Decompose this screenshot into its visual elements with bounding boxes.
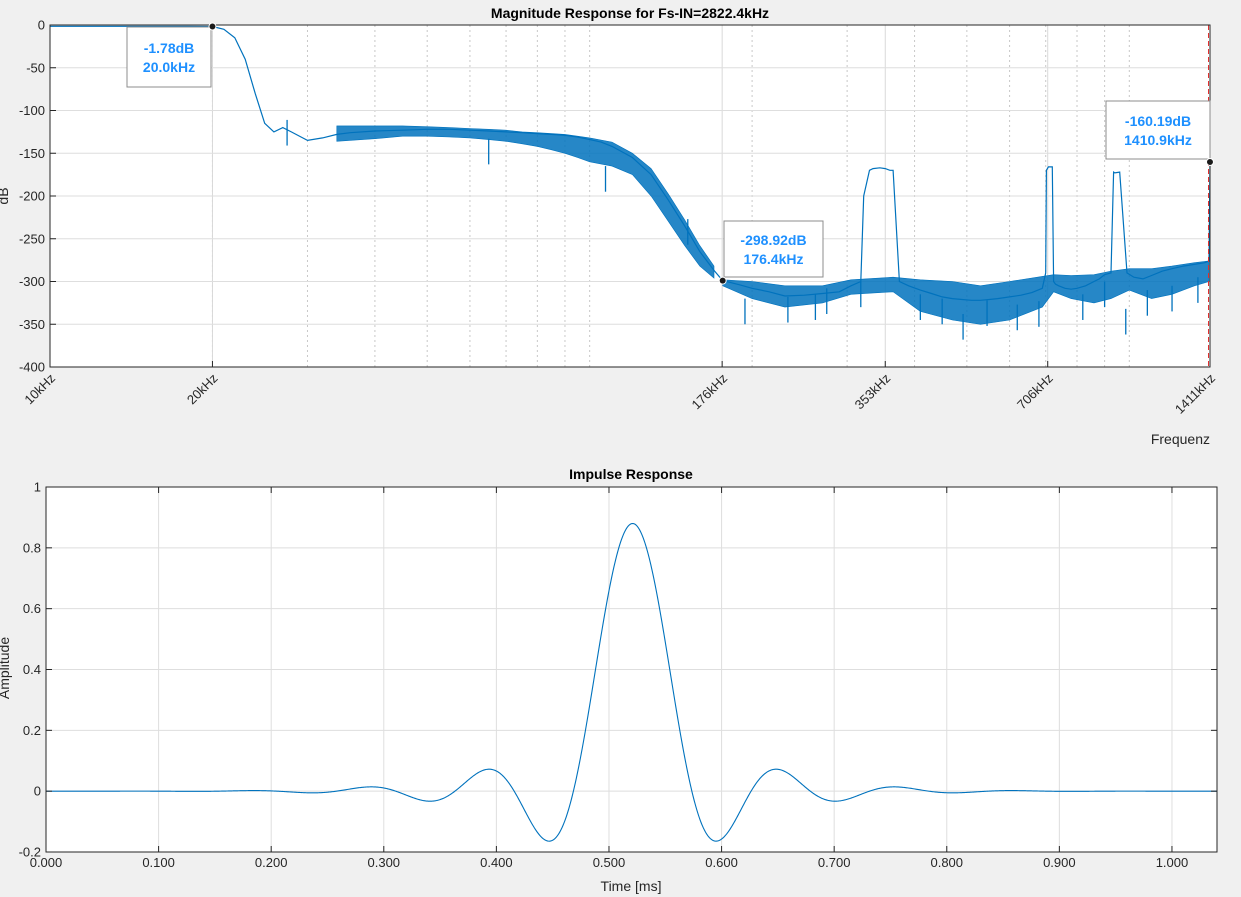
datatip[interactable]: -160.19dB 1410.9kHz bbox=[1105, 100, 1214, 166]
y-tick-label: -0.2 bbox=[19, 845, 41, 860]
magnitude-x-ticks: 10kHz 20kHz 176kHz 353kHz 706kHz 1411kHz bbox=[21, 361, 1218, 417]
impulse-axes[interactable]: 10.80.60.40.20-0.2 0.000 0.100 0.200 0.300 0… bbox=[0, 466, 1218, 894]
x-tick-label: 0.000 bbox=[30, 855, 63, 870]
magnitude-series-line bbox=[50, 25, 724, 281]
datatip-db-label: -160.19dB bbox=[1125, 113, 1191, 129]
y-tick-label: -200 bbox=[19, 189, 45, 204]
y-tick-label: 1 bbox=[34, 480, 41, 495]
y-tick-label: -100 bbox=[19, 103, 45, 118]
y-tick-label: -150 bbox=[19, 146, 45, 161]
impulse-series-line bbox=[46, 522, 1217, 842]
x-tick-label: 0.900 bbox=[1043, 855, 1076, 870]
x-tick-label: 20kHz bbox=[184, 371, 221, 408]
impulse-title: Impulse Response bbox=[569, 466, 693, 482]
y-tick-label: 0.4 bbox=[23, 662, 41, 677]
magnitude-y-label: dB bbox=[0, 187, 11, 204]
y-tick-label: -50 bbox=[26, 60, 45, 75]
y-tick-label: 0.6 bbox=[23, 601, 41, 616]
y-tick-label: -300 bbox=[19, 274, 45, 289]
magnitude-y-ticks: 0 -50 -100 -150 -200 -250 -300 -350 -400 bbox=[19, 18, 56, 375]
magnitude-datatips[interactable]: -1.78dB 20.0kHz -298.92dB 176.4kHz -160.19dB… bbox=[126, 22, 1214, 285]
x-tick-label: 0.400 bbox=[480, 855, 513, 870]
datatip-freq-label: 20.0kHz bbox=[143, 59, 195, 75]
x-tick-label: 176kHz bbox=[688, 371, 730, 413]
x-tick-label: 1411kHz bbox=[1172, 371, 1218, 417]
x-tick-label: 0.200 bbox=[255, 855, 288, 870]
datatip[interactable]: -298.92dB 176.4kHz bbox=[718, 220, 824, 285]
impulse-x-ticks: 0.000 0.100 0.200 0.300 0.400 0.500 0.600 0.700… bbox=[30, 487, 1189, 870]
magnitude-series-line bbox=[722, 161, 1211, 301]
datatip-db-label: -1.78dB bbox=[144, 40, 195, 56]
x-tick-label: 10kHz bbox=[21, 371, 58, 408]
datatip[interactable]: -1.78dB 20.0kHz bbox=[126, 22, 217, 88]
magnitude-axes[interactable]: 0 -50 -100 -150 -200 -250 -300 -350 -400 10kHz 20… bbox=[0, 5, 1218, 447]
y-tick-label: 0.8 bbox=[23, 540, 41, 555]
magnitude-title: Magnitude Response for Fs-IN=2822.4kHz bbox=[491, 5, 769, 21]
magnitude-envelope bbox=[286, 119, 1210, 340]
x-tick-label: 1.000 bbox=[1156, 855, 1189, 870]
magnitude-x-label: Frequenz bbox=[1151, 431, 1210, 447]
y-tick-label: -350 bbox=[19, 317, 45, 332]
x-tick-label: 0.600 bbox=[705, 855, 738, 870]
magnitude-lines bbox=[50, 25, 1211, 301]
impulse-y-ticks: 1 0.8 0.6 0.4 0.2 0 -0.2 bbox=[19, 480, 1217, 860]
y-tick-label: -250 bbox=[19, 231, 45, 246]
datatip-box[interactable] bbox=[723, 220, 824, 278]
datatip-box[interactable] bbox=[126, 26, 212, 88]
datatip-db-label: -298.92dB bbox=[740, 232, 806, 248]
x-tick-label: 0.800 bbox=[930, 855, 963, 870]
x-tick-label: 0.700 bbox=[818, 855, 851, 870]
datatip-marker[interactable] bbox=[718, 276, 727, 285]
x-tick-label: 0.100 bbox=[142, 855, 175, 870]
x-tick-label: 0.500 bbox=[593, 855, 626, 870]
y-tick-label: 0 bbox=[34, 784, 41, 799]
x-tick-label: 353kHz bbox=[852, 371, 894, 413]
datatip-marker[interactable] bbox=[208, 22, 217, 31]
datatip-marker[interactable] bbox=[1205, 157, 1214, 166]
datatip-box[interactable] bbox=[1105, 100, 1211, 160]
impulse-y-label: Amplitude bbox=[0, 637, 12, 699]
x-tick-label: 706kHz bbox=[1014, 371, 1056, 413]
impulse-x-label: Time [ms] bbox=[601, 878, 662, 894]
y-tick-label: 0.2 bbox=[23, 723, 41, 738]
datatip-freq-label: 176.4kHz bbox=[744, 251, 804, 267]
y-tick-label: -400 bbox=[19, 360, 45, 375]
x-tick-label: 0.300 bbox=[368, 855, 401, 870]
datatip-freq-label: 1410.9kHz bbox=[1124, 132, 1192, 148]
y-tick-label: 0 bbox=[38, 18, 45, 33]
